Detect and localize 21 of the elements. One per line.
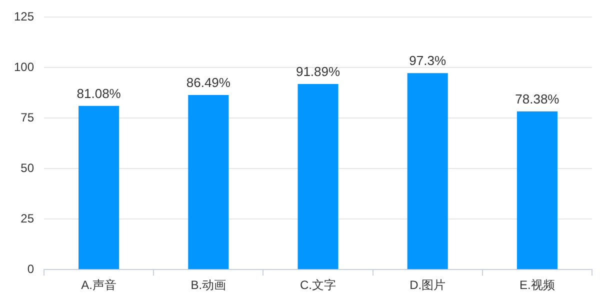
y-tick-label: 50 [20,160,34,175]
y-tick-label: 25 [20,211,34,226]
data-label: 81.08% [76,86,122,101]
y-tick-label: 125 [14,10,34,24]
x-tick-label: D.图片 [410,278,446,292]
y-tick-label: 75 [20,110,34,124]
data-label: 97.3% [409,53,446,68]
x-tick-label: B.动画 [190,278,226,292]
x-tick-label: E.视频 [520,278,555,292]
x-tick-label: A.声音 [81,278,116,292]
x-tick-label: C.文字 [300,278,336,292]
bar [298,84,338,270]
bar [516,111,558,270]
data-label: 86.49% [186,75,231,90]
bar [78,106,120,270]
bar [407,73,448,270]
data-label: 78.38% [515,91,560,106]
y-tick-label: 100 [14,60,34,74]
y-tick-label: 0 [27,262,34,276]
data-label: 91.89% [296,64,340,80]
bar [188,94,229,270]
